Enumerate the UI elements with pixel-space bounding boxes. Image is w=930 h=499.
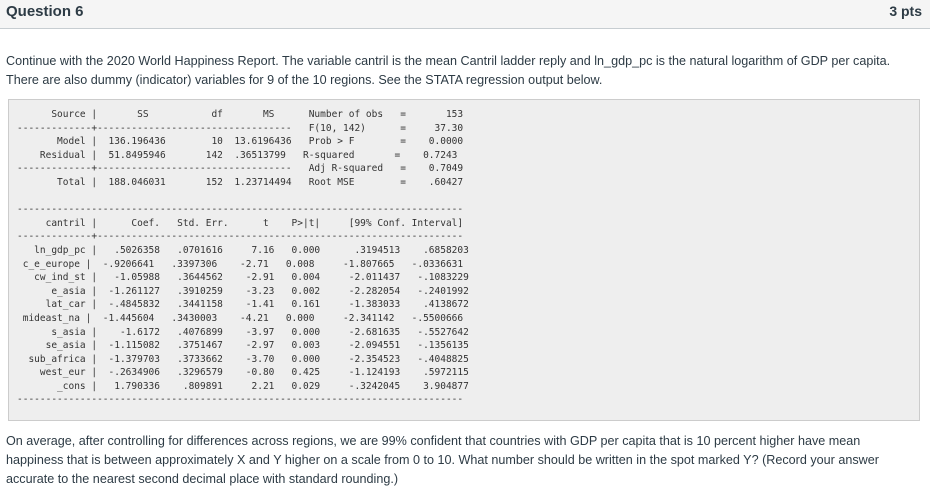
stata-line: Source | SS df MS Number of obs = 153 xyxy=(17,109,464,120)
stata-line: west_eur | -.2634906 .3296579 -0.80 0.42… xyxy=(17,367,469,379)
stata-line: Total | 188.046031 152 1.23714494 Root M… xyxy=(17,176,464,188)
stata-line: se_asia | -1.115082 .3751467 -2.97 0.003… xyxy=(17,340,469,352)
stata-line: lat_car | -.4845832 .3441158 -1.41 0.161… xyxy=(17,299,469,311)
stata-line: Residual | 51.8495946 142 .36513799 R-sq… xyxy=(17,149,458,161)
stata-output-box: Source | SS df MS Number of obs = 153 --… xyxy=(8,99,920,421)
question-points: 3 pts xyxy=(889,3,922,19)
stata-line: Model | 136.196436 10 13.6196436 Prob > … xyxy=(17,136,464,148)
stata-line: sub_africa | -1.379703 .3733662 -3.70 0.… xyxy=(17,353,469,365)
stata-line: ln_gdp_pc | .5026358 .0701616 7.16 0.000… xyxy=(17,244,469,256)
stata-line: s_asia | -1.6172 .4076899 -3.97 0.000 -2… xyxy=(17,326,469,338)
stata-regression-output: Source | SS df MS Number of obs = 153 --… xyxy=(17,108,469,407)
stata-line: mideast_na | -1.445604 .3430003 -4.21 0.… xyxy=(17,312,464,324)
stata-line: c_e_europe | -.9206641 .3397306 -2.71 0.… xyxy=(17,258,464,270)
stata-line: ----------------------------------------… xyxy=(17,394,464,406)
stata-line: -------------+--------------------------… xyxy=(17,231,464,243)
stata-line: cantril | Coef. Std. Err. t P>|t| [99% C… xyxy=(17,217,464,229)
question-paragraph: On average, after controlling for differ… xyxy=(6,434,879,486)
stata-line: -------------+--------------------------… xyxy=(17,122,464,134)
stata-line: ----------------------------------------… xyxy=(17,204,464,216)
question-title: Question 6 xyxy=(6,3,84,20)
stata-line: _cons | 1.790336 .809891 2.21 0.029 -.32… xyxy=(17,380,469,392)
stata-line: e_asia | -1.261127 .3910259 -3.23 0.002 … xyxy=(17,285,469,297)
stata-line: -------------+--------------------------… xyxy=(17,163,464,175)
question-header: Question 6 3 pts xyxy=(0,0,930,29)
intro-paragraph: Continue with the 2020 World Happiness R… xyxy=(6,54,891,87)
stata-line: cw_ind_st | -1.05988 .3644562 -2.91 0.00… xyxy=(17,272,469,284)
